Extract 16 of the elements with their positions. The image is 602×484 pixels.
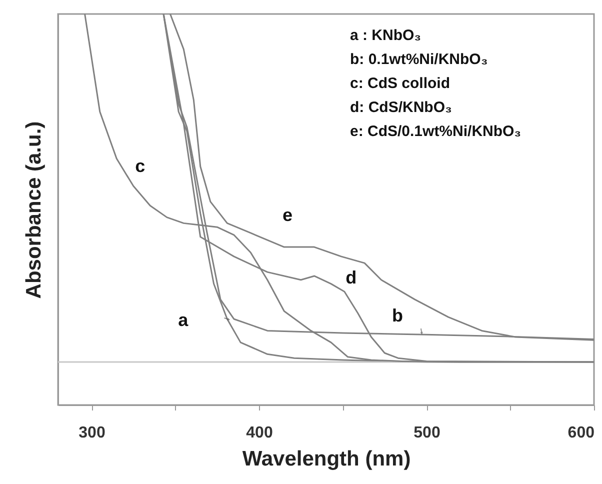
x-tick-label: 500	[414, 424, 440, 442]
x-tick-label: 600	[568, 424, 595, 442]
annotation: e: CdS/0.1wt%Ni/KNbO₃	[350, 123, 522, 140]
annotation: c: CdS colloid	[350, 75, 450, 92]
annotation: d	[346, 267, 357, 288]
annotation: e	[282, 205, 292, 226]
annotation: a : KNbO₃	[350, 27, 422, 44]
x-axis-title: Wavelength (nm)	[242, 448, 411, 470]
annotation: b: 0.1wt%Ni/KNbO₃	[350, 51, 488, 68]
annotation: a	[178, 310, 190, 330]
annotation: c	[135, 156, 146, 176]
x-tick-label: 300	[78, 424, 106, 442]
annotation: d: CdS/KNbO₃	[350, 99, 452, 116]
x-tick-label: 400	[246, 424, 273, 442]
annotation: b	[392, 306, 403, 326]
y-axis-title: Absorbance (a.u.)	[22, 121, 46, 299]
